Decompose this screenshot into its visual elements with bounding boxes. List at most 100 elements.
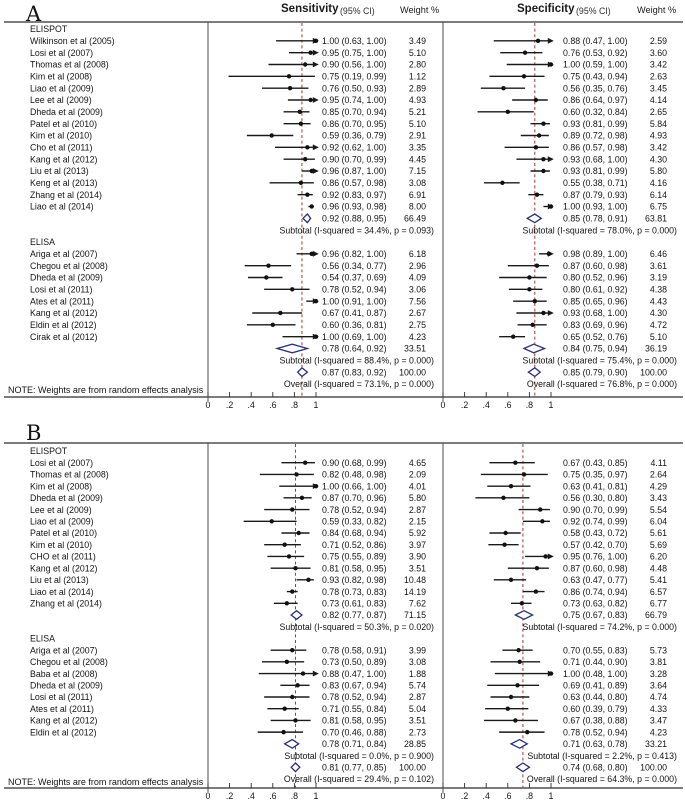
estimate-ci-text: 0.63 (0.44, 0.80) [563, 692, 628, 702]
estimate-ci-text: 0.57 (0.42, 0.70) [563, 540, 628, 550]
study-label: Dheda et al (2009) [30, 493, 103, 503]
weight-text: 4.11 [651, 458, 668, 468]
estimate-ci-text: 0.87 (0.60, 0.98) [563, 563, 628, 573]
estimate-ci-text: 0.98 (0.89, 1.00) [563, 249, 628, 259]
study-label: Patel et al (2010) [30, 119, 97, 129]
weight-text: 3.42 [650, 143, 667, 153]
point-estimate-marker [284, 659, 290, 665]
study-label: Kim et al (2008) [30, 72, 92, 82]
weight-text: 2.73 [409, 727, 426, 737]
estimate-ci-text: 1.00 (0.66, 1.00) [322, 481, 387, 491]
estimate-ci-text: 0.93 (0.68, 1.00) [563, 154, 628, 164]
pooled-weight-text: 100.00 [399, 762, 426, 772]
study-label: Kim et al (2010) [30, 131, 92, 141]
estimate-ci-text: 0.80 (0.52, 0.96) [563, 273, 628, 283]
point-estimate-marker [505, 109, 510, 115]
point-estimate-marker [296, 530, 301, 536]
study-label: Kang et al (2012) [30, 308, 98, 318]
axis-tick-label: 1 [314, 400, 319, 410]
estimate-ci-text: 0.86 (0.64, 0.97) [563, 95, 628, 105]
point-estimate-marker [541, 121, 546, 126]
point-estimate-marker [295, 683, 300, 688]
estimate-ci-text: 0.75 (0.35, 0.97) [563, 470, 628, 480]
estimate-ci-text: 0.73 (0.50, 0.89) [322, 657, 387, 667]
estimate-ci-text: 0.90 (0.70, 0.99) [563, 505, 628, 515]
estimate-ci-text: 0.78 (0.52, 0.94) [563, 727, 628, 737]
point-estimate-marker [266, 263, 271, 268]
pooled-estimate-ci-text: 0.87 (0.83, 0.92) [322, 367, 387, 377]
estimate-ci-text: 0.81 (0.58, 0.95) [322, 563, 387, 573]
estimate-ci-text: 0.82 (0.48, 0.98) [322, 470, 387, 480]
weight-text: 6.77 [650, 598, 667, 608]
estimate-ci-text: 0.78 (0.52, 0.94) [322, 285, 387, 295]
weight-text: 2.87 [409, 692, 426, 702]
point-estimate-marker [308, 50, 313, 55]
estimate-ci-text: 0.63 (0.41, 0.81) [563, 481, 628, 491]
point-estimate-marker [534, 263, 540, 268]
point-estimate-marker [286, 554, 292, 559]
estimate-ci-text: 0.76 (0.50, 0.93) [322, 83, 387, 93]
pooled-estimate-ci-text: 0.75 (0.67, 0.83) [563, 610, 628, 620]
weight-text: 2.89 [409, 83, 426, 93]
weight-text: 3.28 [650, 669, 667, 679]
point-estimate-marker [313, 298, 319, 304]
pooled-estimate-ci-text: 0.85 (0.78, 0.91) [563, 214, 628, 224]
estimate-ci-text: 0.87 (0.60, 0.98) [563, 261, 628, 271]
weight-text: 5.41 [650, 575, 667, 585]
sensitivity-ci-header: (95% CI) [340, 6, 375, 16]
estimate-ci-text: 0.56 (0.35, 0.76) [563, 83, 628, 93]
specificity-ci-header: (95% CI) [576, 6, 611, 16]
heterogeneity-text: Subtotal (I-squared = 50.3%, p = 0.020) [279, 622, 434, 632]
pooled-diamond [527, 367, 542, 378]
sensitivity-weight-header: Weight % [400, 5, 440, 15]
study-label: Liu et al (2013) [30, 575, 89, 585]
estimate-ci-text: 0.87 (0.70, 0.96) [322, 493, 387, 503]
weight-text: 3.60 [650, 48, 667, 58]
estimate-ci-text: 0.71 (0.55, 0.84) [322, 704, 387, 714]
pooled-diamond [296, 366, 309, 378]
point-estimate-marker [298, 180, 304, 186]
study-label: Chegou et al (2008) [30, 261, 108, 271]
axis-tick-label: .2 [461, 791, 468, 801]
weight-text: 6.18 [409, 249, 426, 259]
point-estimate-marker [536, 133, 542, 138]
estimate-ci-text: 0.93 (0.81, 0.99) [563, 166, 628, 176]
pooled-diamond [515, 762, 531, 773]
estimate-ci-text: 0.92 (0.83, 0.97) [322, 190, 387, 200]
weight-text: 2.91 [409, 131, 426, 141]
weight-text: 6.46 [650, 249, 667, 259]
axis-tick-label: .8 [291, 791, 298, 801]
estimate-ci-text: 0.56 (0.30, 0.80) [563, 493, 628, 503]
study-label: Thomas et al (2008) [30, 60, 109, 70]
weight-text: 3.19 [650, 273, 667, 283]
weight-text: 3.08 [409, 178, 426, 188]
weight-text: 4.93 [650, 131, 667, 141]
study-label: Liao et al (2009) [30, 516, 94, 526]
axis-tick-label: .8 [526, 400, 533, 410]
estimate-ci-text: 0.71 (0.52, 0.86) [322, 540, 387, 550]
point-estimate-marker [281, 729, 286, 735]
axis-tick-label: 1 [549, 400, 554, 410]
pooled-weight-text: 33.21 [645, 739, 667, 749]
weight-text: 3.64 [650, 680, 667, 690]
estimate-ci-text: 0.86 (0.70, 0.95) [322, 119, 387, 129]
specificity-weight-header: Weight % [637, 5, 677, 15]
weight-text: 2.15 [409, 516, 426, 526]
weight-text: 4.09 [409, 273, 426, 283]
pooled-diamond [513, 609, 535, 621]
ci-arrow [312, 144, 319, 151]
point-estimate-marker [313, 38, 319, 44]
estimate-ci-text: 0.75 (0.19, 0.99) [322, 72, 387, 82]
axis-tick-label: 0 [206, 400, 211, 410]
weight-text: 4.23 [650, 727, 667, 737]
point-estimate-marker [500, 180, 505, 186]
point-estimate-marker [309, 204, 314, 209]
weight-text: 6.57 [650, 587, 667, 597]
weight-text: 2.64 [650, 470, 667, 480]
group-header: ELISPOT [30, 24, 68, 34]
study-label: Kim et al (2008) [30, 481, 92, 491]
study-label: Dheda et al (2009) [30, 680, 103, 690]
weight-text: 5.10 [409, 48, 426, 58]
point-estimate-marker [522, 50, 528, 55]
